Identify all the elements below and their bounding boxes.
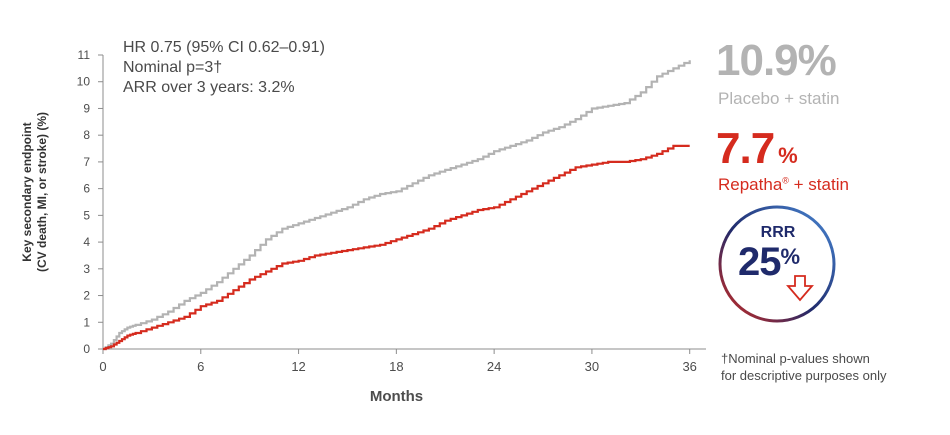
repatha-label: Repatha® + statin xyxy=(718,175,849,195)
y-tick-label: 0 xyxy=(83,342,90,356)
x-tick-label: 12 xyxy=(291,359,305,374)
rrr-label: RRR xyxy=(760,224,796,241)
y-tick-label: 4 xyxy=(83,235,90,249)
down-arrow-icon xyxy=(786,275,814,302)
y-tick-label: 9 xyxy=(83,101,90,115)
y-tick-label: 11 xyxy=(78,48,91,62)
y-axis-label-line: Key secondary endpoint xyxy=(20,122,34,261)
x-tick-label: 30 xyxy=(585,359,599,374)
repatha-rate-value: 7.7 xyxy=(716,124,775,173)
x-tick-label: 36 xyxy=(682,359,696,374)
stats-annotation: HR 0.75 (95% CI 0.62–0.91) Nominal p=3† … xyxy=(123,38,325,98)
x-tick-label: 24 xyxy=(487,359,501,374)
rrr-badge xyxy=(718,205,836,323)
repatha-label-rest: + statin xyxy=(788,175,849,194)
footnote: †Nominal p-values shown for descriptive … xyxy=(721,350,886,384)
repatha-rate-pct: % xyxy=(778,143,798,168)
x-tick-label: 6 xyxy=(197,359,204,374)
series-group xyxy=(103,60,691,351)
series-line-placebo xyxy=(103,60,691,351)
y-tick-label: 8 xyxy=(83,128,90,142)
hazard-ratio-text: HR 0.75 (95% CI 0.62–0.91) xyxy=(123,39,325,56)
footnote-line-2: for descriptive purposes only xyxy=(721,368,887,383)
y-axis-label-line: (CV death, MI, or stroke) (%) xyxy=(35,112,49,272)
arr-text: ARR over 3 years: 3.2% xyxy=(123,79,295,96)
rrr-value-number: 25 xyxy=(738,240,781,284)
y-tick-label: 7 xyxy=(83,155,90,169)
y-tick-label: 3 xyxy=(83,262,90,276)
registered-mark: ® xyxy=(782,175,789,186)
y-tick-label: 6 xyxy=(83,182,90,196)
rrr-value-pct: % xyxy=(780,244,801,269)
y-tick-label: 10 xyxy=(77,75,91,89)
y-tick-label: 2 xyxy=(83,289,90,303)
series-line-repatha xyxy=(103,144,690,351)
repatha-rate: 7.7% xyxy=(716,124,798,174)
x-axis-label: Months xyxy=(370,388,423,405)
footnote-line-1: †Nominal p-values shown xyxy=(721,351,870,366)
p-value-text: Nominal p=3† xyxy=(123,59,223,76)
rrr-value: 25% xyxy=(738,240,801,285)
placebo-rate: 10.9% xyxy=(716,36,837,85)
placebo-label: Placebo + statin xyxy=(718,89,840,108)
repatha-label-main: Repatha xyxy=(718,175,783,194)
x-tick-label: 18 xyxy=(389,359,403,374)
x-tick-label: 0 xyxy=(99,359,106,374)
y-tick-label: 5 xyxy=(83,208,90,222)
y-axis-label: Key secondary endpoint(CV death, MI, or … xyxy=(20,112,49,272)
y-tick-label: 1 xyxy=(83,315,90,329)
rrr-ring xyxy=(718,205,836,323)
